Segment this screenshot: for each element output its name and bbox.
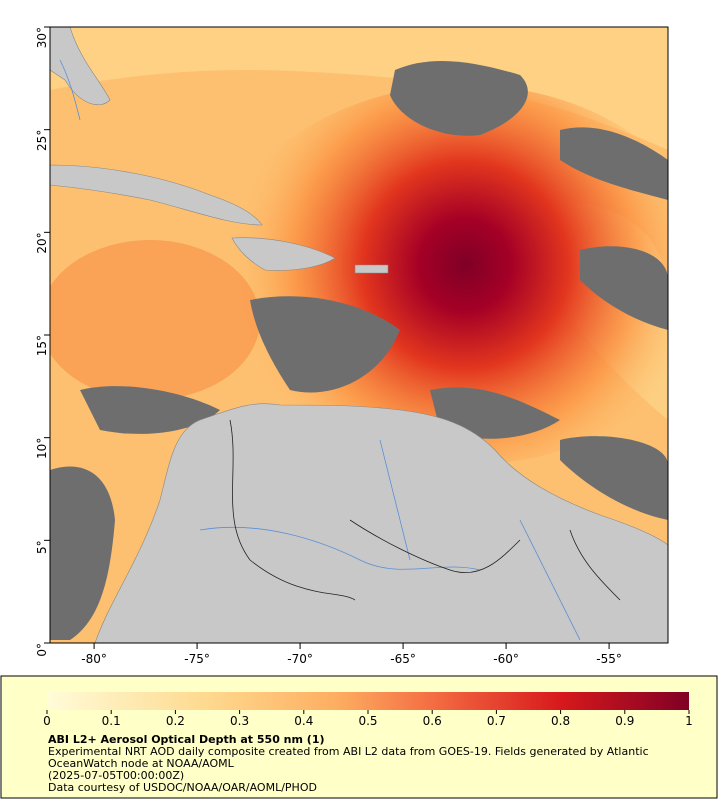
colorbar-tick-label: 0.1 <box>102 714 121 728</box>
caption-description: Experimental NRT AOD daily composite cre… <box>48 745 649 770</box>
colorbar-tick-label: 1 <box>685 714 693 728</box>
colorbar <box>47 692 689 710</box>
y-tick-label: 30° <box>35 27 49 48</box>
colorbar-tick-label: 0.2 <box>166 714 185 728</box>
colorbar-tick-label: 0.7 <box>487 714 506 728</box>
colorbar-tick-label: 0.6 <box>423 714 442 728</box>
y-tick-label: 15° <box>35 335 49 356</box>
y-tick-label: 20° <box>35 232 49 253</box>
x-tick-label: -75° <box>184 652 210 666</box>
colorbar-tick-label: 0.4 <box>294 714 313 728</box>
colorbar-tick-label: 0.9 <box>615 714 634 728</box>
colorbar-tick-label: 0 <box>43 714 51 728</box>
x-tick-label: -60° <box>493 652 519 666</box>
y-tick-label: 10° <box>35 438 49 459</box>
y-tick-label: 25° <box>35 130 49 151</box>
y-tick-label: 0° <box>35 643 49 657</box>
caption-time: (2025-07-05T00:00:00Z) <box>48 769 185 782</box>
caption-title: ABI L2+ Aerosol Optical Depth at 550 nm … <box>48 733 325 746</box>
x-tick-label: -65° <box>390 652 416 666</box>
map-image <box>50 27 668 643</box>
colorbar-tick-label: 0.8 <box>551 714 570 728</box>
x-tick-label: -55° <box>596 652 622 666</box>
colorbar-tick-label: 0.3 <box>230 714 249 728</box>
y-tick-label: 5° <box>35 540 49 554</box>
x-tick-label: -70° <box>287 652 313 666</box>
caption-credit: Data courtesy of USDOC/NOAA/OAR/AOML/PHO… <box>48 781 317 794</box>
x-tick-label: -80° <box>81 652 107 666</box>
colorbar-tick-label: 0.5 <box>358 714 377 728</box>
